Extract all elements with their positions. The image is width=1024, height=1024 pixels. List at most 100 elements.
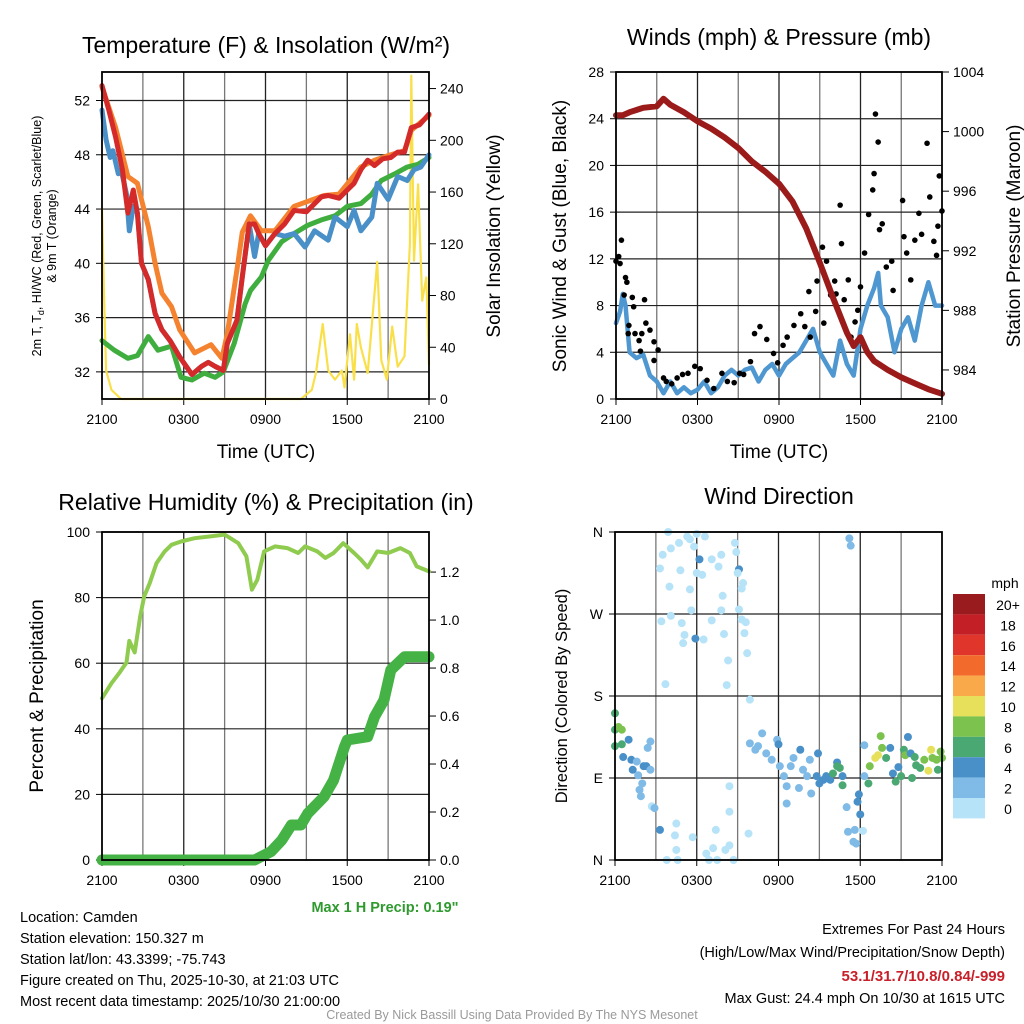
wind-direction-point xyxy=(860,741,869,750)
wind-direction-point xyxy=(888,769,897,778)
x-tick-label: 0900 xyxy=(763,872,794,888)
gust-point xyxy=(770,350,777,357)
humidity-panel-title: Relative Humidity (%) & Precipitation (i… xyxy=(58,489,473,515)
gust-point xyxy=(784,334,790,340)
gust-point xyxy=(630,303,637,310)
gust-point xyxy=(691,363,698,370)
gust-point xyxy=(643,320,649,326)
wind-direction-point xyxy=(767,755,776,764)
y-tick-label: 44 xyxy=(74,201,90,217)
wind-direction-point xyxy=(702,849,711,858)
y-tick-label: 60 xyxy=(74,655,90,671)
relative-humidity-line xyxy=(100,532,431,701)
gust-point xyxy=(731,379,737,386)
x-tick-label: 2100 xyxy=(86,872,117,888)
wind-direction-point xyxy=(762,749,771,758)
plot-frame xyxy=(615,71,943,400)
wind-direction-point xyxy=(838,772,847,781)
wind-direction-point xyxy=(829,769,837,778)
wind-direction-point xyxy=(666,544,675,553)
x-tick-label: 0300 xyxy=(681,872,712,888)
gust-point xyxy=(838,240,845,247)
wind-direction-point xyxy=(634,771,643,780)
legend-swatch xyxy=(953,798,985,819)
gust-point xyxy=(852,319,858,325)
wind-direction-point xyxy=(707,555,716,564)
x-tick-label: 2100 xyxy=(926,411,957,427)
y-tick-label: N xyxy=(593,524,603,540)
y2-tick-label: 1004 xyxy=(953,64,984,80)
wind-direction-point xyxy=(661,680,670,689)
x-tick-label: 2100 xyxy=(413,411,444,427)
gust-point xyxy=(926,194,933,200)
gust-point xyxy=(711,385,717,392)
humidity-y-axis-label: Percent & Precipitation xyxy=(27,599,48,792)
pressure-y2-axis-label: Station Pressure (Maroon) xyxy=(1004,125,1024,348)
x-tick-label: 1500 xyxy=(845,872,876,888)
wind-direction-point xyxy=(672,819,681,828)
wind-direction-point xyxy=(838,781,847,790)
y-tick-label: 32 xyxy=(74,364,90,380)
x-tick-label: 0900 xyxy=(763,411,794,427)
y2-tick-label: 1.2 xyxy=(440,564,460,580)
y2-tick-label: 120 xyxy=(440,236,464,252)
y-tick-label: W xyxy=(590,606,604,622)
x-tick-label: 1500 xyxy=(332,872,363,888)
wind-direction-point xyxy=(782,782,791,791)
wind-direction-point xyxy=(737,584,746,593)
temperature-y-axis-label-line2: & 9m T (Orange) xyxy=(45,189,59,282)
x-tick-label: 1500 xyxy=(332,411,363,427)
temperature-y-axis-label: 2m T, Td, HI/WC (Red, Green, Scarlet/Blu… xyxy=(30,116,46,357)
gust-point xyxy=(791,322,797,329)
panel-3: N E S W N 2100 0300 0900 1500 2100 xyxy=(590,524,958,888)
wind-direction-point xyxy=(933,765,942,774)
gust-point xyxy=(668,381,675,387)
gust-point xyxy=(879,221,886,227)
gust-point xyxy=(931,238,937,245)
wind-direction-point xyxy=(835,763,844,772)
extremes-block: Extremes For Past 24 Hours (High/Low/Max… xyxy=(700,922,1005,1007)
max-gust-text: Max Gust: 24.4 mph On 10/30 at 1615 UTC xyxy=(725,991,1005,1007)
wind-direction-point xyxy=(796,745,805,754)
wind-direction-point xyxy=(786,762,795,771)
gust-point xyxy=(615,253,622,260)
gust-point xyxy=(647,327,653,333)
winds-y-axis-label: Sonic Wind & Gust (Blue, Black) xyxy=(550,100,571,372)
wind-direction-point xyxy=(858,826,867,835)
gust-point xyxy=(890,287,896,294)
x-tick-label: 0900 xyxy=(250,411,281,427)
wind-direction-point xyxy=(807,789,816,798)
winds-panel-title: Winds (mph) & Pressure (mb) xyxy=(627,24,931,50)
legend-label: 8 xyxy=(1004,719,1012,735)
wind-direction-point xyxy=(619,753,628,762)
wind-direction-point xyxy=(707,616,716,625)
figure-created-text: Figure created on Thu, 2025-10-30, at 21… xyxy=(20,973,339,989)
wind-direction-point xyxy=(624,735,633,744)
gust-point xyxy=(901,233,907,240)
legend-title: mph xyxy=(991,575,1018,591)
gust-point xyxy=(899,197,906,204)
wind-direction-point xyxy=(799,765,808,774)
wind-direction-point xyxy=(774,740,783,749)
gust-point xyxy=(807,334,814,340)
gust-point xyxy=(685,370,691,377)
wind-direction-point xyxy=(734,605,743,614)
legend-label: 12 xyxy=(1000,679,1016,695)
gust-point xyxy=(763,336,770,343)
station-pressure-line xyxy=(613,95,945,397)
gust-point xyxy=(861,250,868,256)
wind-direction-point xyxy=(692,529,701,538)
x-tick-label: 0300 xyxy=(168,872,199,888)
wind-direction-point xyxy=(730,538,739,547)
wind-direction-point xyxy=(846,541,855,550)
y-tick-label: 20 xyxy=(588,157,604,173)
y2-tick-label: 0.4 xyxy=(440,756,460,772)
gust-point xyxy=(639,330,645,337)
legend-label: 20+ xyxy=(996,597,1020,613)
gust-point xyxy=(872,111,879,117)
wind-direction-point xyxy=(655,564,664,573)
wind-direction-point xyxy=(758,729,767,738)
gust-point xyxy=(624,279,630,286)
y2-tick-label: 988 xyxy=(953,302,977,318)
